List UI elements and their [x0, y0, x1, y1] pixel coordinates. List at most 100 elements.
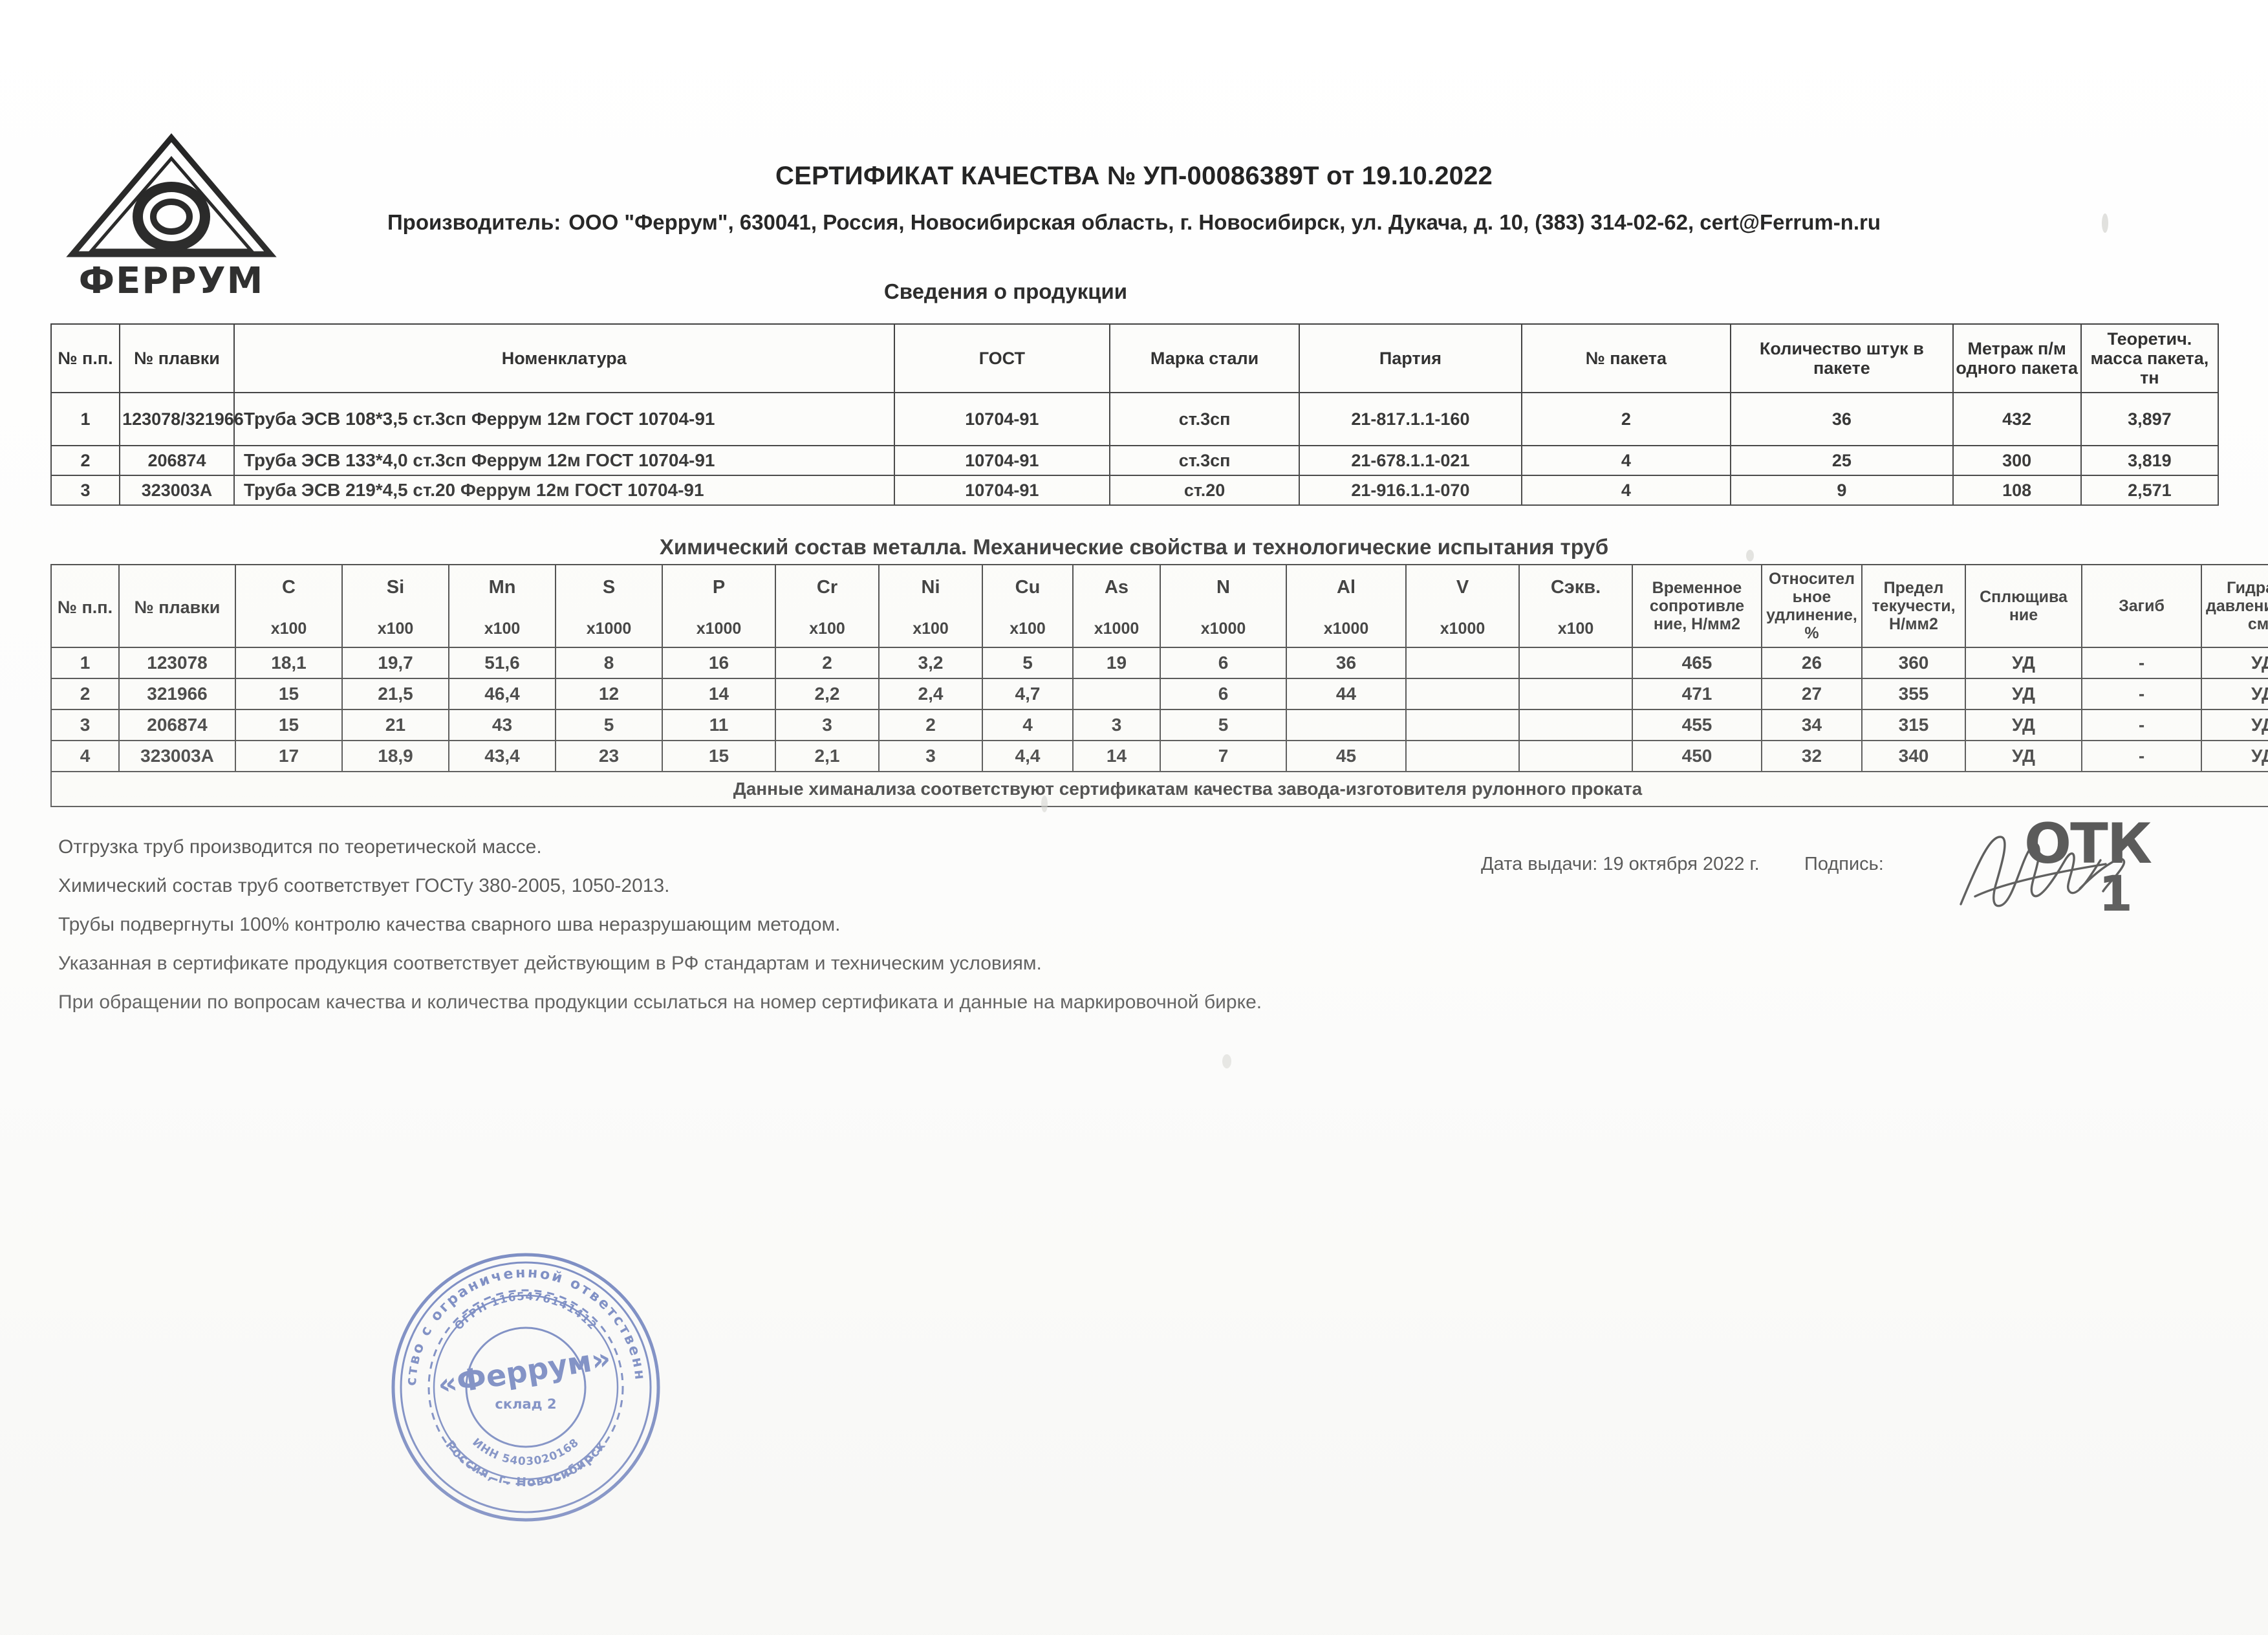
cell-meters: 300 — [1952, 445, 2082, 476]
element-symbol: Сэкв. — [1550, 577, 1601, 598]
element-multiplier: x1000 — [1094, 620, 1139, 638]
scan-speck — [1041, 796, 1048, 812]
col-header-element-cu: Cu x100 — [982, 564, 1074, 648]
cell-c: 15 — [235, 678, 343, 710]
cell-bend: - — [2081, 709, 2202, 741]
otk-label: ОТК — [2024, 812, 2152, 876]
producer-value: ООО "Феррум", 630041, Россия, Новосибирс… — [568, 210, 1881, 234]
cell-mn: 51,6 — [448, 647, 556, 679]
col-header-gost: ГОСТ — [893, 323, 1111, 393]
scan-speck — [1222, 1054, 1231, 1068]
cell-tensile: 450 — [1632, 740, 1762, 772]
cell-si: 21 — [341, 709, 449, 741]
element-symbol: V — [1456, 577, 1469, 598]
cell-no: 2 — [50, 445, 121, 476]
producer-label: Производитель: — [387, 210, 561, 234]
cell-no: 2 — [50, 678, 120, 710]
element-multiplier: x100 — [809, 620, 845, 638]
cell-steel-grade: ст.3сп — [1109, 392, 1301, 446]
company-round-stamp: Общество с ограниченной ответственностью… — [387, 1248, 665, 1526]
cell-as: 19 — [1072, 647, 1161, 679]
cell-c: 17 — [235, 740, 343, 772]
cell-elongation: 26 — [1761, 647, 1863, 679]
col-header-element-si: Si x100 — [341, 564, 449, 648]
element-symbol: S — [602, 577, 616, 598]
col-header-element-ni: Ni x100 — [878, 564, 983, 648]
cell-ceq — [1518, 740, 1633, 772]
cell-heat: 323003А — [118, 740, 236, 772]
element-multiplier: x1000 — [1323, 620, 1369, 638]
cell-ni: 2,4 — [878, 678, 983, 710]
cell-si: 21,5 — [341, 678, 449, 710]
note-line: Указанная в сертификате продукция соотве… — [58, 953, 1042, 974]
cell-v — [1405, 740, 1520, 772]
cell-tensile: 465 — [1632, 647, 1762, 679]
col-header-element-p: P x1000 — [662, 564, 776, 648]
cell-cu: 5 — [982, 647, 1074, 679]
col-header-no: № п.п. — [50, 564, 120, 648]
chem-mech-table: № п.п. № плавки C x100 Si x100 Mn x100 S… — [50, 564, 2268, 807]
cell-n: 7 — [1160, 740, 1287, 772]
stamp-inn: ИНН 5403020168 — [470, 1436, 581, 1468]
cell-ceq — [1518, 709, 1633, 741]
cell-hydro: УД — [2201, 740, 2268, 772]
col-header-no: № п.п. — [50, 323, 121, 393]
element-multiplier: x100 — [484, 620, 521, 638]
cell-mass: 3,819 — [2080, 445, 2219, 476]
ferrum-logo: ФЕРРУМ — [65, 126, 278, 307]
element-multiplier: x100 — [377, 620, 414, 638]
element-symbol: Mn — [488, 577, 516, 598]
col-header-elongation: Относител ьное удлинение, % — [1761, 564, 1863, 648]
cell-gost: 10704-91 — [893, 445, 1111, 476]
col-header-heat: № плавки — [119, 323, 235, 393]
cell-flattening: УД — [1965, 678, 2082, 710]
cell-batch: 21-916.1.1-070 — [1299, 475, 1522, 506]
cell-p: 15 — [662, 740, 776, 772]
cell-cr: 3 — [775, 709, 880, 741]
chem-header-row: № п.п. № плавки C x100 Si x100 Mn x100 S… — [50, 564, 2268, 648]
cell-heat: 206874 — [119, 445, 235, 476]
cell-ni: 3,2 — [878, 647, 983, 679]
cell-bend: - — [2081, 740, 2202, 772]
table-row: 2 206874 Труба ЭСВ 133*4,0 ст.3сп Феррум… — [50, 445, 2219, 476]
cell-cu: 4,4 — [982, 740, 1074, 772]
issue-date: Дата выдачи: 19 октября 2022 г. — [1481, 854, 1760, 874]
cell-al: 44 — [1286, 678, 1407, 710]
col-header-element-ceq: Сэкв. x100 — [1518, 564, 1633, 648]
col-header-element-al: Al x1000 — [1286, 564, 1407, 648]
cell-heat: 206874 — [118, 709, 236, 741]
cell-cr: 2,2 — [775, 678, 880, 710]
otk-stamp: ОТК 1 — [2024, 812, 2225, 928]
section-title-chem: Химический состав металла. Механические … — [659, 535, 1609, 559]
col-header-bend: Загиб — [2081, 564, 2202, 648]
col-header-element-mn: Mn x100 — [448, 564, 556, 648]
cell-hydro: УД — [2201, 709, 2268, 741]
handwritten-signature — [1953, 821, 2147, 931]
cell-v — [1405, 647, 1520, 679]
cell-cr: 2 — [775, 647, 880, 679]
cell-mn: 43 — [448, 709, 556, 741]
document-title: СЕРТИФИКАТ КАЧЕСТВА № УП-00086389Т от 19… — [775, 162, 1493, 190]
element-multiplier: x1000 — [1440, 620, 1485, 638]
table-row: 3 323003А Труба ЭСВ 219*4,5 ст.20 Феррум… — [50, 475, 2219, 506]
cell-elongation: 27 — [1761, 678, 1863, 710]
cell-heat: 123078/321966 — [119, 392, 244, 446]
element-multiplier: x1000 — [1200, 620, 1246, 638]
products-header-row: № п.п. № плавки Номенклатура ГОСТ Марка … — [50, 323, 2219, 393]
col-header-element-v: V x1000 — [1405, 564, 1520, 648]
element-symbol: C — [282, 577, 296, 598]
table-row: 2 321966 15 21,5 46,4 12 14 2,2 2,4 4,7 … — [50, 678, 2268, 710]
cell-no: 1 — [50, 392, 121, 446]
cell-no: 3 — [50, 475, 121, 506]
element-multiplier: x1000 — [586, 620, 632, 638]
cell-batch: 21-817.1.1-160 — [1299, 392, 1522, 446]
chem-footer-note: Данные химанализа соответствуют сертифик… — [50, 771, 2268, 807]
cell-n: 6 — [1160, 647, 1287, 679]
cell-tensile: 455 — [1632, 709, 1762, 741]
col-header-steel-grade: Марка стали — [1109, 323, 1301, 393]
table-row: 1 123078 18,1 19,7 51,6 8 16 2 3,2 5 19 … — [50, 647, 2268, 679]
signature-label: Подпись: — [1804, 854, 1884, 874]
cell-package-no: 4 — [1520, 475, 1732, 506]
cell-mn: 46,4 — [448, 678, 556, 710]
col-header-yield: Предел текучести, Н/мм2 — [1861, 564, 1966, 648]
